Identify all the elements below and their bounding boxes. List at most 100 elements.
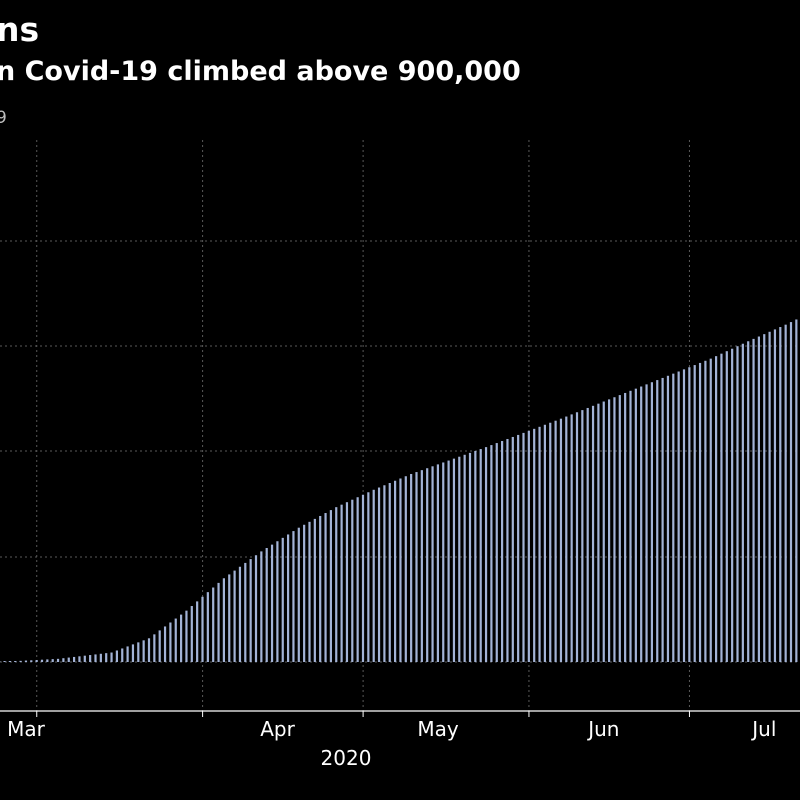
bar xyxy=(249,559,252,662)
bar xyxy=(404,476,407,662)
bar xyxy=(94,654,97,662)
bar xyxy=(8,661,11,662)
bar xyxy=(56,658,60,662)
bar xyxy=(244,562,247,662)
bar xyxy=(763,334,766,662)
bar xyxy=(436,464,439,662)
bar xyxy=(624,392,627,662)
x-tick-label: Jul xyxy=(750,717,776,741)
bar xyxy=(415,472,418,662)
bar xyxy=(313,518,316,662)
bar xyxy=(356,497,359,662)
bar xyxy=(506,438,509,662)
bar xyxy=(538,426,541,662)
bar xyxy=(329,510,332,662)
bar xyxy=(131,644,135,662)
bar xyxy=(554,420,557,662)
bar xyxy=(99,653,102,662)
bar xyxy=(3,661,6,662)
bar xyxy=(704,360,707,662)
bar xyxy=(196,601,199,662)
bar xyxy=(153,634,156,662)
bar xyxy=(388,483,391,662)
bar xyxy=(613,397,616,662)
bar xyxy=(308,521,311,662)
bar xyxy=(709,358,712,662)
bar xyxy=(741,343,744,662)
bar xyxy=(377,487,381,662)
bar xyxy=(73,656,76,662)
bar xyxy=(345,502,349,662)
bar xyxy=(490,445,493,662)
bar xyxy=(431,466,434,662)
bar xyxy=(89,655,92,662)
bar xyxy=(458,456,461,662)
bar xyxy=(468,452,472,662)
bar xyxy=(238,566,242,662)
bar xyxy=(292,531,295,662)
x-tick-label: May xyxy=(417,717,459,741)
bar xyxy=(549,422,552,662)
bar xyxy=(169,622,172,662)
bar xyxy=(591,405,595,662)
bar xyxy=(121,648,124,662)
bar xyxy=(720,353,723,662)
bar xyxy=(634,388,637,662)
bar xyxy=(501,441,504,662)
bar xyxy=(276,541,279,662)
bar xyxy=(83,655,86,662)
bar xyxy=(142,640,145,662)
bar xyxy=(559,418,563,662)
bar xyxy=(581,410,584,662)
bar xyxy=(543,424,546,662)
bar xyxy=(115,650,118,662)
bar xyxy=(40,659,44,662)
chart-title: ns xyxy=(0,10,40,49)
bar xyxy=(661,377,664,662)
bar xyxy=(747,341,750,662)
chart-unit-note: 9 xyxy=(0,108,7,128)
bar xyxy=(650,382,653,662)
bar xyxy=(688,367,691,662)
bar xyxy=(126,646,129,662)
bar xyxy=(228,574,231,662)
bar xyxy=(586,407,589,662)
bar xyxy=(399,478,402,662)
bar xyxy=(693,365,696,662)
bar xyxy=(757,336,760,662)
bar xyxy=(319,515,322,662)
bar xyxy=(672,373,675,662)
bar xyxy=(795,319,798,662)
bar xyxy=(174,618,177,662)
x-axis-ticks: Mar Apr May Jun Jul xyxy=(7,711,776,741)
bar xyxy=(736,346,739,662)
bar xyxy=(270,544,274,662)
bar xyxy=(185,610,188,662)
bar xyxy=(265,548,268,662)
bar xyxy=(163,626,167,662)
bar xyxy=(51,659,54,662)
bar xyxy=(383,485,386,662)
bar xyxy=(410,473,413,662)
bar xyxy=(372,489,375,662)
bar xyxy=(511,436,514,662)
bar xyxy=(212,587,215,662)
bar xyxy=(479,449,482,662)
bar xyxy=(677,371,680,662)
bar xyxy=(14,661,17,662)
bar xyxy=(495,443,498,662)
x-axis-year-label: 2020 xyxy=(321,746,372,770)
bar xyxy=(297,527,300,662)
bar xyxy=(254,555,258,662)
bar xyxy=(533,428,536,662)
bar xyxy=(789,322,793,662)
bar xyxy=(447,460,450,662)
bar xyxy=(570,414,573,662)
bar xyxy=(351,499,354,662)
bar xyxy=(30,660,33,662)
bar xyxy=(361,494,365,662)
bar xyxy=(180,614,183,662)
bar xyxy=(222,578,225,662)
bar xyxy=(281,537,284,662)
